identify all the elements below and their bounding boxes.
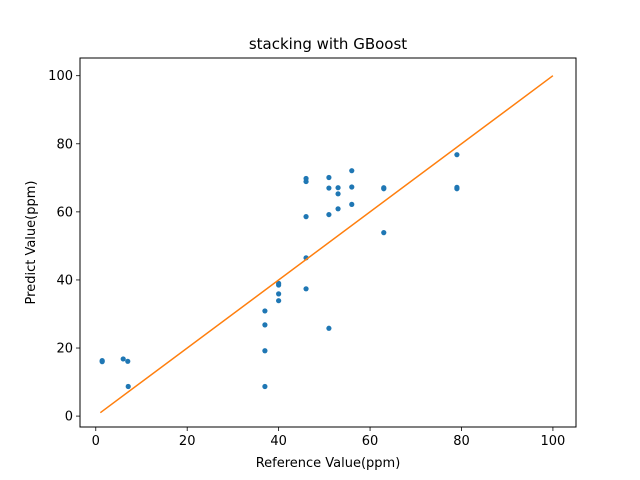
y-tick-label: 40: [56, 273, 73, 288]
y-axis-ticks: 0 20 40 60 80 100: [48, 69, 80, 425]
scatter-point: [454, 152, 460, 158]
plot-layer: [99, 75, 554, 414]
scatter-point: [120, 356, 126, 362]
scatter-point: [276, 298, 282, 304]
reference-line: [99, 75, 554, 414]
y-axis-label: Predict Value(ppm): [24, 181, 39, 305]
scatter-point: [125, 383, 131, 390]
scatter-point: [326, 174, 332, 181]
scatter-point: [276, 291, 282, 297]
x-tick-label: 0: [92, 434, 100, 449]
scatter-point: [349, 168, 355, 174]
scatter-point: [262, 322, 268, 328]
x-tick-label: 80: [453, 434, 470, 449]
y-tick-label: 100: [48, 69, 73, 84]
chart-title: stacking with GBoost: [249, 35, 407, 53]
scatter-point: [303, 214, 309, 220]
scatter-point: [335, 206, 341, 212]
scatter-point: [262, 348, 268, 354]
plot-area-frame: [79, 57, 577, 428]
scatter-point: [335, 185, 341, 191]
scatter-point: [349, 184, 355, 190]
x-tick-label: 40: [270, 434, 287, 449]
scatter-point: [326, 211, 332, 218]
scatter-point: [326, 325, 332, 331]
scatter-point: [303, 175, 309, 182]
scatter-point: [276, 280, 282, 286]
scatter-point: [381, 185, 387, 191]
scatter-point: [99, 358, 105, 364]
x-tick-label: 100: [541, 434, 566, 449]
scatter-point: [262, 383, 268, 390]
x-axis-ticks: 0 20 40 60 80 100: [92, 427, 566, 449]
y-tick-label: 80: [56, 137, 73, 152]
y-tick-label: 0: [65, 410, 73, 425]
y-tick-label: 20: [56, 342, 73, 357]
scatter-point: [381, 230, 387, 236]
x-tick-label: 60: [362, 434, 379, 449]
x-tick-label: 20: [179, 434, 196, 449]
scatter-point: [262, 308, 268, 314]
scatter-point: [335, 191, 341, 197]
scatter-point: [303, 286, 309, 292]
scatter-point: [454, 184, 460, 190]
scatter-point: [326, 185, 332, 191]
scatter-point: [125, 358, 131, 364]
x-axis-label: Reference Value(ppm): [256, 456, 401, 471]
y-tick-label: 60: [56, 205, 73, 220]
scatter-point: [349, 201, 355, 207]
